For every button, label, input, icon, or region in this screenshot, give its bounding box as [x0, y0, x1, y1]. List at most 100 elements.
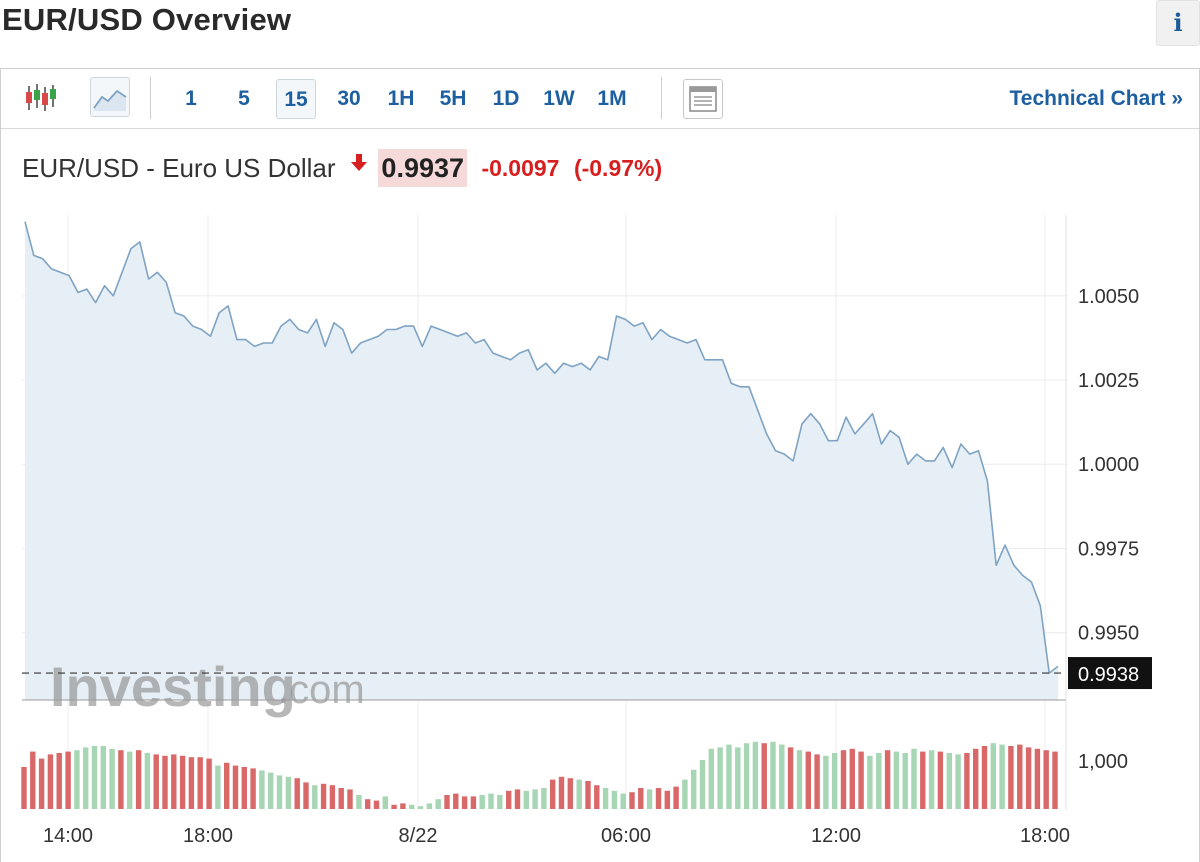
layout-icon[interactable]	[683, 79, 723, 119]
timeframe-30[interactable]: 30	[337, 87, 361, 110]
volume-bar	[215, 765, 221, 809]
price-point	[1030, 580, 1034, 584]
volume-bar	[312, 785, 318, 809]
area-chart-icon[interactable]	[90, 77, 130, 117]
price-point	[756, 408, 760, 412]
price-point	[809, 412, 813, 416]
price-point	[200, 328, 204, 332]
volume-bar	[699, 760, 706, 809]
volume-bar	[550, 779, 556, 809]
volume-bar	[981, 746, 988, 809]
volume-bar	[726, 744, 732, 809]
volume-bar	[646, 789, 653, 809]
x-tick-label: 18:00	[183, 825, 233, 847]
price-point	[721, 358, 725, 362]
volume-bar	[391, 804, 397, 809]
x-tick-label: 06:00	[601, 825, 651, 847]
volume-bar	[74, 750, 80, 809]
price-point	[994, 563, 998, 567]
volume-bar	[232, 765, 239, 809]
timeframe-1d[interactable]: 1D	[492, 87, 520, 110]
volume-bar	[946, 753, 952, 809]
price-point	[1021, 573, 1025, 577]
volume-bar	[973, 748, 979, 809]
volume-bar	[867, 755, 873, 809]
timeframe-1h[interactable]: 1H	[387, 87, 415, 110]
timeframe-1m[interactable]: 1M	[597, 87, 627, 110]
volume-bar	[417, 806, 424, 809]
volume-tick-label: 1,000	[1078, 751, 1128, 773]
price-point	[968, 452, 972, 456]
price-point	[438, 328, 442, 332]
price-point	[138, 240, 142, 244]
volume-bar	[1034, 748, 1041, 809]
volume-bar	[691, 769, 697, 809]
price-point	[915, 452, 919, 456]
timeframe-15[interactable]: 15	[276, 79, 316, 119]
price-point	[659, 328, 663, 332]
volume-bar	[1043, 750, 1049, 809]
volume-bar	[1008, 746, 1014, 809]
price-point	[1038, 604, 1042, 608]
volume-bar	[435, 799, 441, 809]
timeframe-1w[interactable]: 1W	[543, 87, 575, 110]
price-point	[844, 415, 848, 419]
volume-bar	[479, 795, 485, 809]
price-point	[235, 338, 239, 342]
price-point	[120, 270, 124, 274]
y-tick-label: 1.0025	[1078, 370, 1139, 392]
volume-bar	[884, 750, 891, 809]
info-button[interactable]: i	[1156, 0, 1200, 46]
timeframe-5h[interactable]: 5H	[439, 87, 467, 110]
price-point	[420, 344, 424, 348]
price-point	[253, 344, 257, 348]
price-point	[23, 220, 27, 224]
price-point	[323, 344, 327, 348]
price-point	[341, 328, 345, 332]
volume-bar	[488, 793, 494, 809]
volume-bar	[611, 790, 618, 809]
price-point	[517, 351, 521, 355]
price-point	[703, 358, 707, 362]
volume-bar	[955, 754, 961, 809]
volume-bar	[338, 788, 344, 809]
volume-bar	[303, 782, 309, 809]
price-point	[350, 351, 354, 355]
volume-bar	[858, 751, 864, 809]
volume-bar	[602, 788, 609, 809]
volume-bar	[109, 748, 115, 809]
volume-bar	[497, 795, 503, 809]
toolbar-divider	[661, 77, 662, 119]
volume-bar	[426, 803, 433, 809]
price-point	[279, 324, 283, 328]
volume-bar	[47, 754, 54, 809]
price-point	[85, 287, 89, 291]
timeframe-5[interactable]: 5	[238, 87, 250, 110]
volume-bar	[135, 750, 142, 809]
price-point	[544, 361, 548, 365]
price-point	[191, 324, 195, 328]
price-point	[588, 368, 592, 372]
volume-bar	[1025, 747, 1032, 809]
volume-bar	[409, 804, 415, 809]
timeframe-1[interactable]: 1	[185, 87, 197, 110]
candlestick-icon[interactable]	[21, 77, 61, 117]
technical-chart-link[interactable]: Technical Chart »	[1009, 87, 1184, 110]
toolbar-divider	[150, 77, 151, 119]
price-point	[570, 365, 574, 369]
price-point	[314, 317, 318, 321]
volume-bar	[514, 789, 521, 809]
price-point	[1056, 664, 1060, 668]
volume-bar	[717, 747, 723, 809]
x-tick-label: 8/22	[399, 825, 438, 847]
price-point	[1003, 543, 1007, 547]
volume-bar	[629, 792, 635, 809]
volume-bar	[83, 747, 89, 809]
volume-bar	[171, 754, 177, 809]
watermark-suffix-text: .com	[278, 668, 365, 712]
price-point	[985, 479, 989, 483]
volume-bar	[840, 750, 847, 809]
volume-bar	[558, 776, 565, 809]
down-arrow-icon	[350, 149, 368, 187]
